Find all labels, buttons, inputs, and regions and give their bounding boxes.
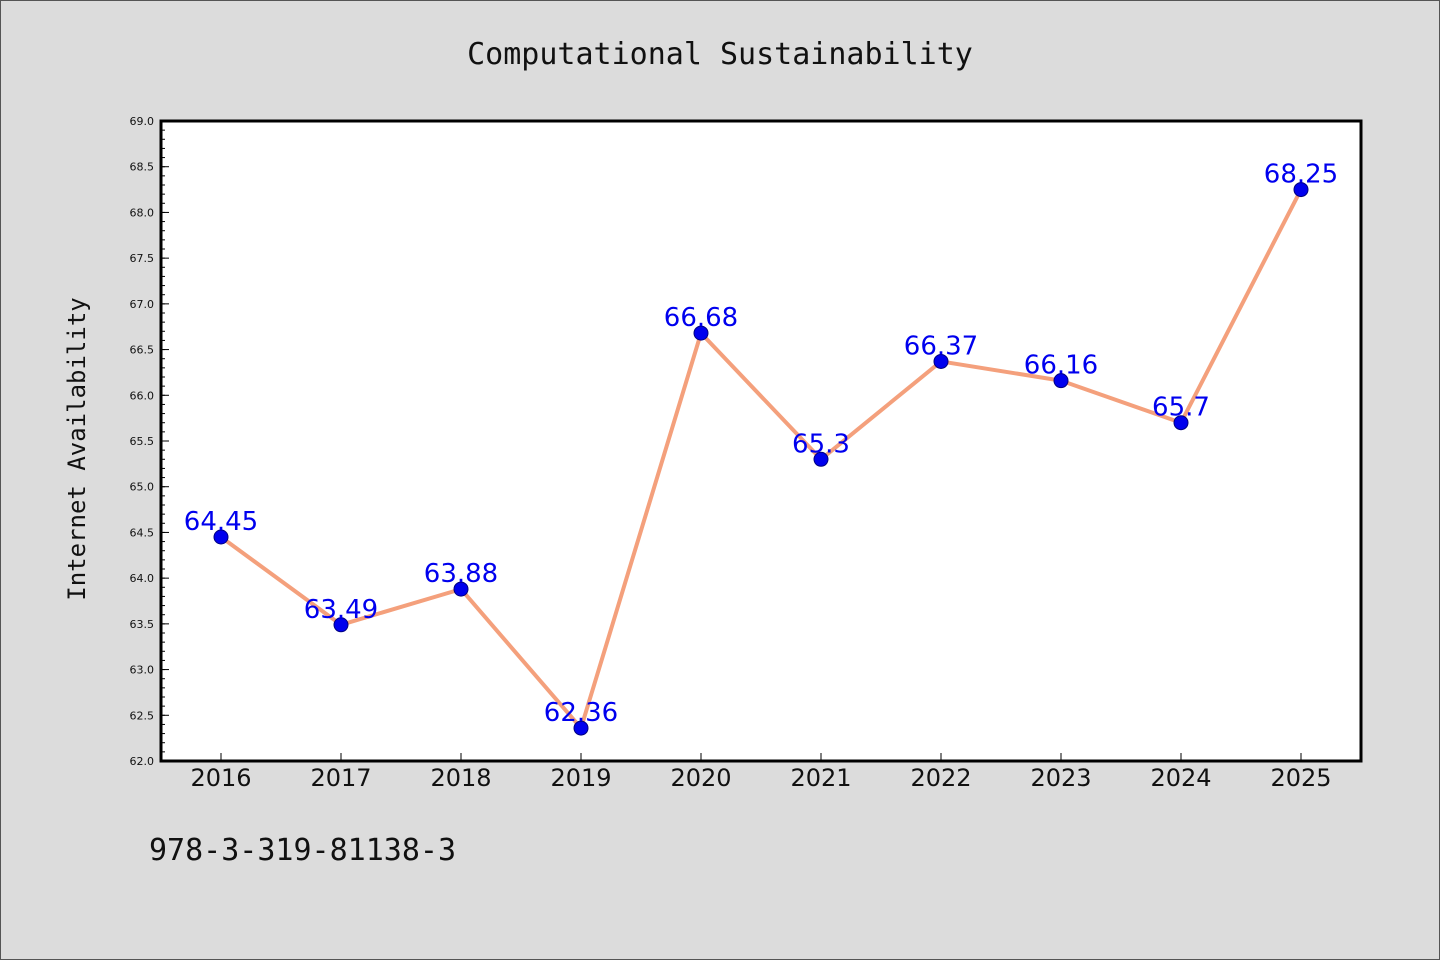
- isbn-text: 978-3-319-81138-3: [149, 833, 457, 868]
- data-label: 66.37: [904, 331, 978, 361]
- x-tick-label: 2021: [790, 764, 851, 792]
- data-label: 65.3: [792, 429, 850, 459]
- data-point: [573, 720, 589, 736]
- data-label: 68.25: [1264, 160, 1338, 190]
- data-point: [693, 325, 709, 341]
- y-tick-label: 62.5: [130, 709, 155, 722]
- x-tick-label: 2020: [670, 764, 731, 792]
- y-tick-label: 67.5: [130, 252, 155, 265]
- y-tick-label: 66.0: [130, 389, 155, 402]
- y-tick-label: 68.5: [130, 161, 155, 174]
- y-tick-label: 65.5: [130, 435, 155, 448]
- data-point: [1173, 415, 1189, 431]
- x-tick-label: 2016: [190, 764, 251, 792]
- data-label: 63.49: [304, 595, 378, 625]
- y-tick-label: 62.0: [130, 755, 155, 768]
- y-tick-label: 63.5: [130, 618, 155, 631]
- x-tick-label: 2023: [1030, 764, 1091, 792]
- series-layer: 64.45 63.49 63.88 62.36 66.68 65.3 66.37 66.16 6…: [184, 160, 1338, 736]
- data-point: [1053, 373, 1069, 389]
- y-axis-label: Internet Availability: [63, 297, 91, 600]
- data-label: 66.68: [664, 303, 738, 333]
- series-line: [219, 187, 1303, 731]
- y-tick-label: 67.0: [130, 298, 155, 311]
- y-axis: 62.0 62.5 63.0 63.5 64.0 64.5 65.0 65.5 66.0 66.5…: [130, 115, 169, 768]
- data-point: [813, 451, 829, 467]
- data-point: [453, 581, 469, 597]
- data-point: [933, 353, 949, 369]
- y-tick-label: 63.0: [130, 664, 155, 677]
- data-label: 64.45: [184, 507, 258, 537]
- data-point: [213, 529, 229, 545]
- data-label: 62.36: [544, 698, 618, 728]
- y-tick-label: 69.0: [130, 115, 155, 128]
- x-tick-label: 2019: [550, 764, 611, 792]
- plot-frame: [159, 119, 1363, 763]
- plot-area: [161, 121, 1361, 761]
- x-tick-label: 2018: [430, 764, 491, 792]
- data-label: 63.88: [424, 559, 498, 589]
- x-tick-label: 2025: [1270, 764, 1331, 792]
- x-tick-label: 2022: [910, 764, 971, 792]
- x-axis: 2016 2017 2018 2019 2020 2021 2022 2023 2024 2025: [190, 753, 1332, 792]
- data-point: [333, 617, 349, 633]
- data-point: [1293, 182, 1309, 198]
- y-tick-label: 68.0: [130, 206, 155, 219]
- x-tick-label: 2024: [1150, 764, 1211, 792]
- chart-title: Computational Sustainability: [467, 37, 973, 72]
- x-tick-label: 2017: [310, 764, 371, 792]
- y-tick-label: 64.0: [130, 572, 155, 585]
- y-tick-label: 66.5: [130, 344, 155, 357]
- data-label: 66.16: [1024, 351, 1098, 381]
- data-label: 65.7: [1152, 393, 1210, 423]
- y-tick-label: 64.5: [130, 526, 155, 539]
- y-tick-label: 65.0: [130, 481, 155, 494]
